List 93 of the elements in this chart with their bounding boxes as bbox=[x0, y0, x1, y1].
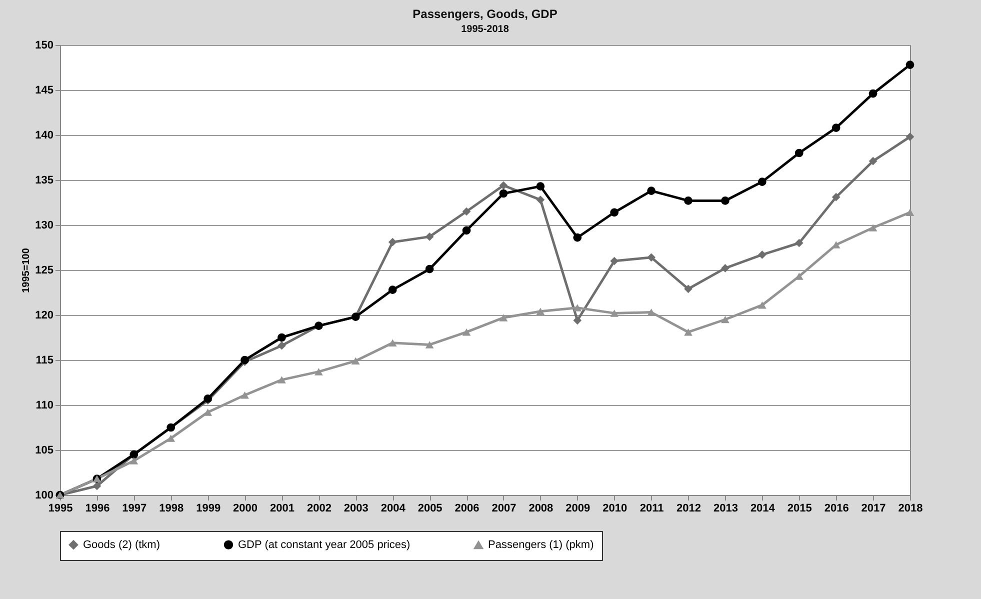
x-tick-label: 1995 bbox=[48, 502, 73, 514]
point bbox=[388, 238, 397, 246]
point bbox=[314, 368, 323, 376]
x-tick-label: 2010 bbox=[602, 502, 628, 514]
y-tick-label: 145 bbox=[35, 84, 54, 96]
x-tick-label: 1999 bbox=[196, 502, 221, 514]
point bbox=[499, 189, 508, 198]
point bbox=[758, 178, 766, 186]
legend-label: Passengers (1) (pkm) bbox=[488, 539, 594, 552]
x-tick-label: 1997 bbox=[122, 502, 147, 514]
point bbox=[721, 316, 730, 324]
point bbox=[684, 328, 692, 336]
point bbox=[425, 232, 434, 241]
x-tick-label: 2006 bbox=[454, 502, 480, 514]
y-tick-label: 120 bbox=[35, 310, 54, 322]
y-tick-label: 110 bbox=[36, 400, 54, 412]
point bbox=[536, 196, 545, 204]
point bbox=[278, 333, 286, 342]
x-tick-label: 2000 bbox=[233, 502, 258, 514]
y-axis-title: 1995=100 bbox=[21, 248, 32, 293]
y-tick-label: 140 bbox=[35, 130, 54, 142]
point bbox=[351, 357, 360, 365]
point bbox=[868, 224, 878, 232]
x-tick-label: 2018 bbox=[898, 502, 923, 514]
x-tick-label: 2003 bbox=[344, 502, 368, 514]
point bbox=[499, 181, 508, 190]
point bbox=[868, 156, 878, 166]
point bbox=[647, 253, 656, 262]
x-tick-label: 2002 bbox=[306, 502, 332, 514]
x-tick-label: 2004 bbox=[380, 502, 406, 514]
point bbox=[647, 186, 656, 195]
point bbox=[240, 391, 249, 399]
point bbox=[499, 314, 508, 322]
y-tick-label: 135 bbox=[35, 174, 54, 186]
legend-label: GDP (at constant year 2005 prices) bbox=[238, 538, 410, 551]
point bbox=[536, 308, 545, 316]
point bbox=[573, 316, 582, 325]
point bbox=[425, 341, 434, 348]
point bbox=[758, 250, 766, 259]
point bbox=[536, 182, 545, 190]
point bbox=[204, 408, 212, 416]
point bbox=[462, 226, 471, 235]
x-tick-label: 2014 bbox=[750, 502, 776, 514]
x-tick-label: 2017 bbox=[861, 502, 886, 514]
x-tick-label: 2009 bbox=[566, 502, 590, 514]
y-tick-label: 130 bbox=[35, 220, 54, 232]
legend-label: Goods (2) (tkm) bbox=[83, 538, 160, 551]
point bbox=[721, 196, 730, 205]
x-tick-label: 2015 bbox=[787, 502, 812, 514]
y-tick-label: 150 bbox=[35, 40, 54, 52]
point bbox=[278, 376, 286, 384]
y-tick-label: 115 bbox=[36, 354, 54, 366]
x-tick-label: 2001 bbox=[270, 502, 294, 514]
x-tick-label: 1996 bbox=[85, 502, 110, 514]
chart-title: Passengers, Goods, GDP bbox=[412, 7, 558, 21]
y-tick-label: 105 bbox=[35, 444, 54, 456]
x-tick-label: 2007 bbox=[492, 502, 516, 514]
point bbox=[721, 264, 730, 272]
y-tick-label: 100 bbox=[35, 490, 54, 502]
x-tick-label: 2008 bbox=[528, 502, 554, 514]
point bbox=[573, 233, 582, 242]
point bbox=[610, 208, 619, 217]
point bbox=[794, 148, 804, 158]
x-tick-label: 1998 bbox=[159, 502, 184, 514]
point bbox=[610, 256, 619, 266]
x-tick-label: 2016 bbox=[824, 502, 849, 514]
point bbox=[462, 328, 471, 336]
point bbox=[684, 284, 692, 294]
point bbox=[906, 208, 914, 216]
point bbox=[868, 89, 878, 98]
point bbox=[92, 482, 102, 490]
point bbox=[832, 192, 840, 202]
point bbox=[462, 207, 471, 216]
point bbox=[794, 238, 804, 248]
point bbox=[130, 457, 138, 464]
point bbox=[388, 339, 397, 347]
y-tick-label: 125 bbox=[35, 264, 54, 276]
x-tick-label: 2011 bbox=[640, 502, 664, 514]
point bbox=[278, 341, 286, 350]
x-tick-label: 2013 bbox=[713, 502, 738, 514]
point bbox=[573, 304, 582, 312]
point bbox=[906, 60, 914, 69]
point bbox=[425, 264, 434, 274]
chart-subtitle: 1995-2018 bbox=[461, 24, 510, 35]
x-tick-label: 2005 bbox=[418, 502, 442, 514]
point bbox=[758, 301, 766, 309]
point bbox=[906, 132, 914, 141]
point bbox=[388, 286, 397, 294]
point bbox=[610, 310, 619, 317]
point bbox=[832, 124, 840, 132]
point bbox=[166, 434, 176, 442]
x-tick-label: 2012 bbox=[676, 502, 702, 514]
point bbox=[684, 196, 692, 205]
